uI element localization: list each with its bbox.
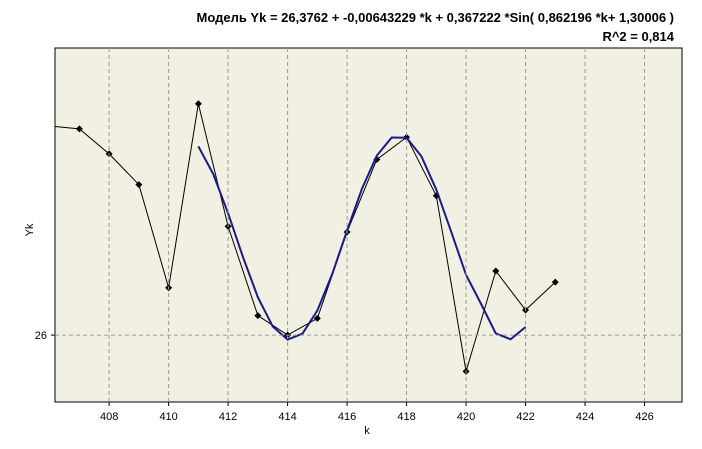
y-axis-label: Yk — [24, 223, 36, 236]
point-marker — [254, 312, 262, 320]
plot-area — [54, 47, 683, 403]
series-line — [55, 103, 556, 372]
point-marker — [492, 267, 500, 275]
x-tick-label: 420 — [457, 411, 475, 423]
chart-title: Модель Yk = 26,3762 + -0,00643229 *k + 0… — [196, 10, 674, 25]
x-tick-label: 426 — [635, 411, 653, 423]
x-tick-label: 414 — [278, 411, 296, 423]
chart-subtitle: R^2 = 0,814 — [602, 29, 674, 44]
x-tick-label: 410 — [159, 411, 177, 423]
x-tick-label: 424 — [576, 411, 594, 423]
point-marker — [313, 314, 321, 322]
x-tick-label: 418 — [397, 411, 415, 423]
point-marker — [194, 100, 202, 108]
x-tick-label: 412 — [219, 411, 237, 423]
x-axis-label: k — [364, 425, 370, 437]
point-marker — [46, 123, 53, 130]
point-marker — [75, 125, 83, 133]
y-tick-label: 26 — [35, 330, 47, 342]
x-tick-label: 416 — [338, 411, 356, 423]
x-tick-label: 408 — [100, 411, 118, 423]
series-line — [197, 136, 527, 341]
x-tick-label: 422 — [516, 411, 534, 423]
point-marker — [135, 181, 143, 189]
point-marker — [551, 278, 559, 286]
